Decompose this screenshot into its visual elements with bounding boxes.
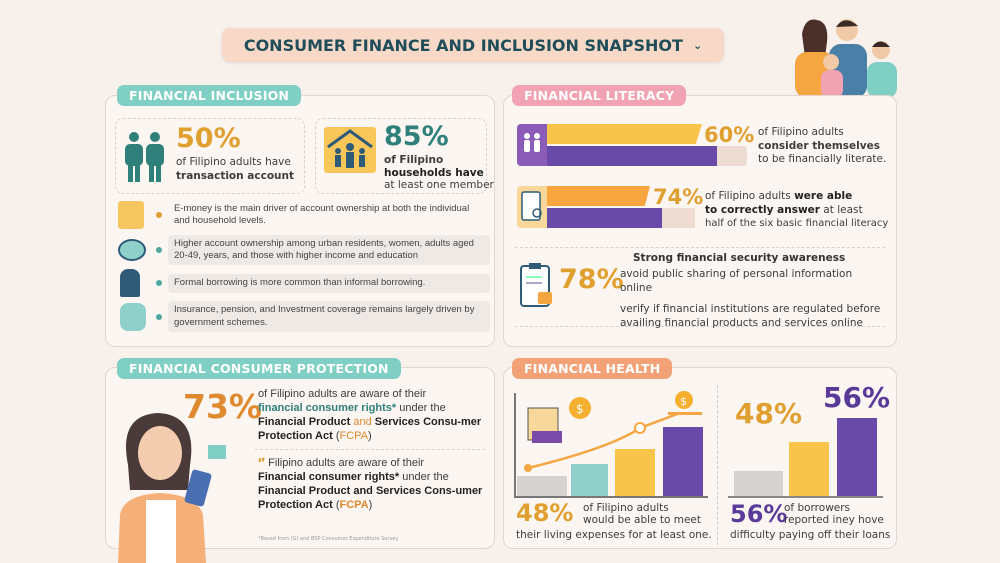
woman-phone-illustration [118,413,226,563]
literacy-bar-1: 60% [517,124,754,166]
bullet-item: E-money is the main driver of account ow… [118,200,490,231]
x-axis [514,496,708,498]
y-axis [514,393,516,496]
bullet-item: Formal borrowing is more common than inf… [118,269,490,298]
inclusion-bullets: E-money is the main driver of account ow… [118,200,490,336]
emoney-icon [118,201,150,230]
document-search-icon [517,186,547,228]
bar-teal [571,464,608,496]
bar-yellow [615,449,655,496]
adults-icon [125,132,164,182]
consumer-protection-tag: FINANCIAL CONSUMER PROTECTION [117,358,401,379]
hand-coin-icon [118,236,150,264]
insurance-icon [118,302,150,331]
households-card: 85% of Filipino households have at least… [315,118,494,194]
transaction-account-card: 50% of Filipino adults have transaction … [115,118,305,194]
literacy-bar-2: 74% [517,186,703,228]
page-title[interactable]: CONSUMER FINANCE AND INCLUSION SNAPSHOT … [222,28,724,62]
bar-purple [663,427,703,496]
bullet-item: Higher account ownership among urban res… [118,234,490,266]
family-illustration [795,19,897,98]
financial-health-tag: FINANCIAL HEALTH [512,358,673,379]
financial-inclusion-tag: FINANCIAL INCLUSION [117,85,302,106]
bar-grey [517,476,567,496]
clipboard-lock-icon [520,263,552,307]
adults-icon [517,124,547,166]
quote-icon: ❛❜ [258,457,269,469]
chevron-down-icon: ⌄ [692,38,703,52]
household-icon [324,127,376,173]
bar-purple [837,418,877,496]
person-atm-icon [118,269,150,298]
financial-literacy-tag: FINANCIAL LITERACY [512,85,687,106]
security-section: Strong financial security awareness 78% … [515,247,885,329]
bar-grey [734,471,783,496]
svg-text:$: $ [576,402,584,416]
bullet-item: Insurance, pension, and Investment cover… [118,301,490,333]
bar-yellow [789,442,829,496]
growth-arrow-illustration: $ $ [524,391,702,472]
svg-text:$: $ [680,395,687,408]
